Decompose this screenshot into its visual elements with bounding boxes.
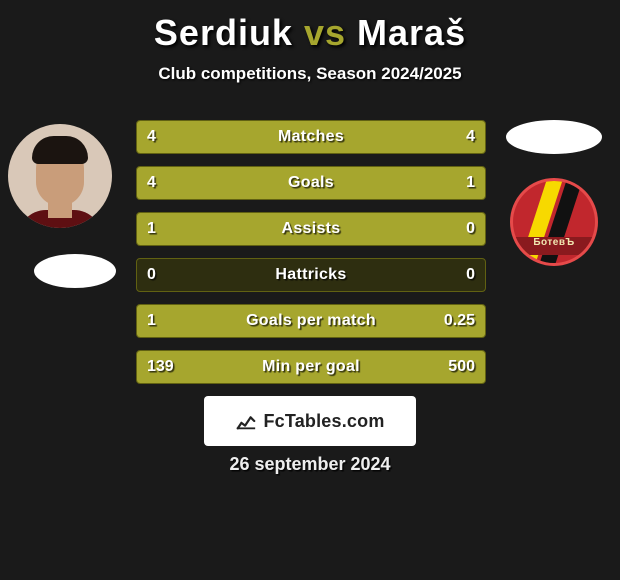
stats-container: 4Matches44Goals11Assists00Hattricks01Goa…: [136, 120, 486, 396]
player1-name: Serdiuk: [154, 12, 293, 53]
avatar-hair: [32, 136, 88, 164]
player2-crest: БотевЪ: [510, 178, 598, 266]
stat-label: Assists: [137, 213, 485, 245]
player2-flag: [506, 120, 602, 154]
stat-label: Min per goal: [137, 351, 485, 383]
stat-label: Matches: [137, 121, 485, 153]
stat-value-right: 4: [466, 121, 475, 153]
stat-label: Hattricks: [137, 259, 485, 291]
stat-row: 1Goals per match0.25: [136, 304, 486, 338]
vs-text: vs: [304, 12, 346, 53]
date-text: 26 september 2024: [0, 454, 620, 475]
watermark-text: FcTables.com: [263, 411, 384, 432]
stat-label: Goals per match: [137, 305, 485, 337]
stat-value-right: 0: [466, 259, 475, 291]
watermark: FcTables.com: [204, 396, 416, 446]
stat-row: 139Min per goal500: [136, 350, 486, 384]
stat-label: Goals: [137, 167, 485, 199]
player1-flag: [34, 254, 116, 288]
chart-icon: [235, 410, 257, 432]
subtitle: Club competitions, Season 2024/2025: [0, 64, 620, 84]
comparison-title: Serdiuk vs Maraš: [0, 0, 620, 54]
crest-text: БотевЪ: [513, 237, 595, 248]
stat-value-right: 0.25: [444, 305, 475, 337]
player1-avatar: [8, 124, 112, 228]
stat-value-right: 0: [466, 213, 475, 245]
stat-row: 4Matches4: [136, 120, 486, 154]
stat-value-right: 1: [466, 167, 475, 199]
stat-row: 0Hattricks0: [136, 258, 486, 292]
stat-row: 4Goals1: [136, 166, 486, 200]
stat-value-right: 500: [448, 351, 475, 383]
player2-name: Maraš: [357, 12, 466, 53]
stat-row: 1Assists0: [136, 212, 486, 246]
